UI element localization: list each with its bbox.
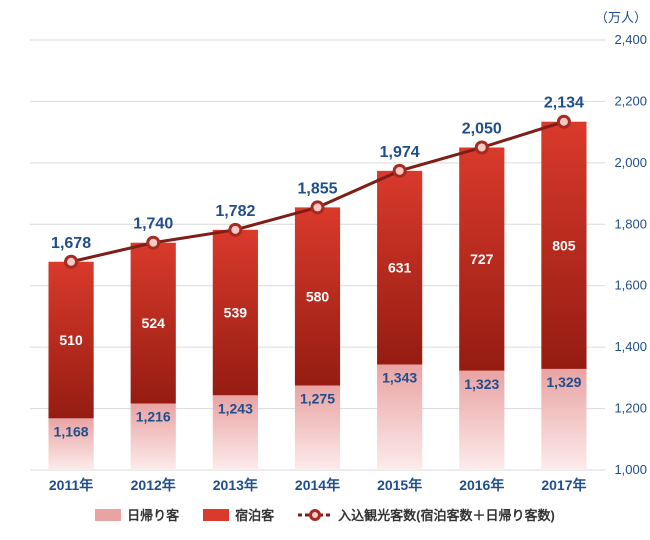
total-value: 2,134 — [544, 95, 584, 112]
marker-inner — [560, 118, 568, 126]
daytrip-value: 1,216 — [136, 409, 171, 425]
x-tick-label: 2017年 — [541, 477, 586, 493]
y-tick-label: 2,400 — [614, 32, 647, 47]
chart-svg: 1,000 1,200 1,400 1,600 1,800 2,000 2,200 2,400… — [0, 0, 650, 540]
marker-inner — [314, 203, 322, 211]
x-tick-label: 2014年 — [295, 477, 340, 493]
marker-inner — [149, 239, 157, 247]
x-tick-label: 2011年 — [49, 477, 93, 493]
y-tick-label: 1,400 — [614, 339, 647, 354]
marker-inner — [396, 167, 404, 175]
x-tick-label: 2015年 — [377, 477, 422, 493]
daytrip-value: 1,329 — [546, 374, 581, 390]
daytrip-value: 1,168 — [54, 423, 89, 439]
legend-item-daytrip: 日帰り客 — [95, 505, 179, 524]
total-value: 1,740 — [133, 216, 173, 233]
total-value: 1,782 — [215, 203, 255, 220]
total-value: 2,050 — [462, 121, 502, 138]
y-tick-label: 2,000 — [614, 155, 647, 170]
legend-label-overnight: 宿泊客 — [235, 505, 274, 524]
legend-swatch — [95, 509, 121, 521]
x-tick-label: 2016年 — [459, 477, 504, 493]
daytrip-value: 1,343 — [382, 370, 417, 386]
marker-inner — [478, 144, 486, 152]
overnight-value: 805 — [552, 237, 576, 253]
y-tick-label: 1,200 — [614, 401, 647, 416]
legend-label-total: 入込観光客数(宿泊客数＋日帰り客数) — [338, 505, 555, 524]
x-tick-label: 2012年 — [131, 477, 176, 493]
legend-swatch — [203, 509, 229, 521]
overnight-value: 524 — [142, 315, 166, 331]
daytrip-value: 1,243 — [218, 400, 253, 416]
x-tick-label: 2013年 — [213, 477, 258, 493]
total-value: 1,855 — [297, 180, 337, 197]
legend-line-icon — [298, 507, 332, 523]
y-tick-label: 1,800 — [614, 216, 647, 231]
overnight-value: 580 — [306, 288, 330, 304]
y-tick-label: 1,000 — [614, 462, 647, 477]
y-tick-label: 1,600 — [614, 278, 647, 293]
overnight-value: 539 — [224, 305, 248, 321]
overnight-value: 510 — [59, 332, 83, 348]
total-value: 1,678 — [51, 235, 91, 252]
chart-container: 1,000 1,200 1,400 1,600 1,800 2,000 2,200 2,400… — [0, 0, 650, 540]
total-value: 1,974 — [380, 144, 420, 161]
chart-legend: 日帰り客 宿泊客 入込観光客数(宿泊客数＋日帰り客数) — [0, 505, 650, 524]
marker-inner — [67, 258, 75, 266]
y-tick-label: 2,200 — [614, 93, 647, 108]
overnight-value: 727 — [470, 251, 494, 267]
daytrip-value: 1,275 — [300, 391, 335, 407]
y-axis-unit: （万人） — [595, 10, 647, 25]
marker-inner — [231, 226, 239, 234]
daytrip-value: 1,323 — [464, 376, 499, 392]
legend-label-daytrip: 日帰り客 — [127, 505, 179, 524]
legend-item-overnight: 宿泊客 — [203, 505, 274, 524]
overnight-value: 631 — [388, 260, 412, 276]
legend-item-total: 入込観光客数(宿泊客数＋日帰り客数) — [298, 505, 555, 524]
